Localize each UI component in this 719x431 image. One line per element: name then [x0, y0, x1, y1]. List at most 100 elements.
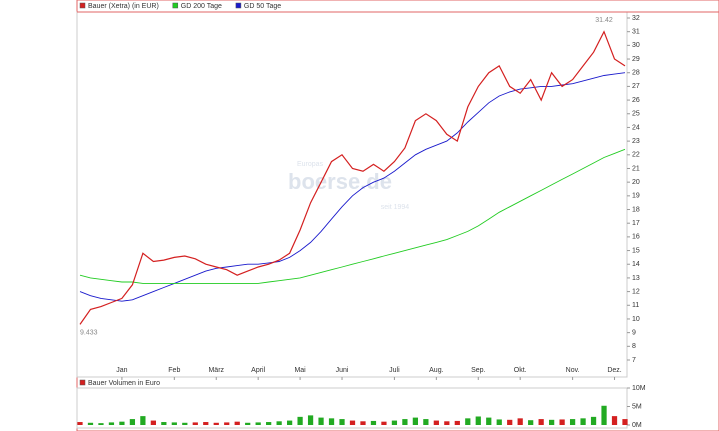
volume-bar [465, 418, 471, 425]
volume-bar [276, 421, 282, 425]
y-tick-label: 7 [632, 357, 636, 364]
volume-bar [171, 422, 177, 425]
y-tick-label: 17 [632, 220, 640, 227]
y-tick-label: 22 [632, 152, 640, 159]
y-tick-label: 31 [632, 29, 640, 36]
series-line [79, 148, 626, 284]
volume-bar [528, 420, 534, 425]
y-tick-label: 11 [632, 302, 639, 309]
low-label: 9.433 [80, 330, 98, 337]
x-tick-label: Sep. [471, 367, 485, 374]
volume-bar [391, 420, 398, 425]
volume-bar [601, 405, 607, 425]
volume-bar [475, 416, 481, 425]
volume-bar [517, 418, 523, 425]
y-tick-label: 12 [632, 288, 640, 295]
high-label: 31.42 [595, 17, 613, 24]
y-tick-label: 10 [632, 316, 640, 323]
volume-bar [370, 420, 377, 425]
volume-bar [486, 417, 492, 425]
y-tick-label: 16 [632, 234, 640, 241]
volume-bar [192, 422, 198, 425]
x-tick-label: Nov. [566, 367, 580, 374]
y-tick-label: 32 [632, 15, 640, 22]
volume-bar [622, 419, 628, 425]
y-tick-label: 10M [632, 385, 646, 392]
volume-bar [161, 422, 167, 425]
volume-bar [611, 416, 618, 425]
volume-bar [182, 422, 188, 425]
legend-swatch [79, 379, 86, 386]
volume-bar [119, 421, 125, 425]
x-tick-label: Aug. [429, 367, 443, 374]
legend-label: Bauer (Xetra) (in EUR) [88, 3, 159, 10]
volume-bar [454, 420, 460, 425]
y-tick-label: 14 [632, 261, 640, 268]
watermark: seit 1994 [381, 204, 410, 211]
volume-bar [328, 418, 335, 425]
volume-bar [496, 419, 502, 425]
y-tick-label: 24 [632, 124, 640, 131]
volume-bar [98, 423, 104, 425]
volume-bar [580, 418, 586, 425]
y-tick-label: 29 [632, 56, 640, 63]
x-tick-label: Juli [389, 367, 400, 374]
volume-bar [87, 422, 94, 425]
volume-bar [349, 420, 356, 425]
volume-bar [307, 415, 314, 425]
volume-bar [412, 417, 419, 425]
volume-bar [549, 419, 555, 425]
volume-bar [266, 422, 272, 425]
volume-bar [286, 420, 293, 425]
watermark: Europas [297, 161, 324, 168]
volume-bar [234, 421, 240, 425]
volume-bar [507, 419, 513, 425]
y-tick-label: 8 [632, 343, 636, 350]
x-tick-label: April [251, 367, 265, 374]
y-tick-label: 0M [632, 422, 642, 429]
price-plot [76, 11, 628, 378]
y-tick-label: 25 [632, 111, 640, 118]
x-tick-label: Feb [168, 367, 180, 374]
volume-bar [150, 420, 156, 425]
volume-bar [140, 416, 146, 425]
y-tick-label: 28 [632, 70, 640, 77]
y-tick-label: 27 [632, 83, 640, 90]
x-tick-label: März [208, 367, 224, 374]
volume-bar [224, 422, 230, 425]
x-tick-label: Okt. [514, 367, 527, 374]
y-tick-label: 5M [632, 403, 642, 410]
volume-plot [76, 387, 628, 429]
volume-bar [108, 422, 115, 425]
x-tick-label: Mai [294, 367, 306, 374]
volume-bar [339, 419, 345, 425]
legend-swatch [172, 2, 179, 9]
y-tick-label: 30 [632, 42, 640, 49]
volume-bar [423, 419, 429, 425]
volume-bar [213, 422, 219, 425]
y-tick-label: 23 [632, 138, 640, 145]
volume-bar [129, 419, 136, 425]
volume-bar [559, 419, 565, 425]
y-tick-label: 19 [632, 193, 640, 200]
volume-bar [245, 422, 251, 425]
x-tick-label: Jan [116, 367, 127, 374]
volume-bar [444, 421, 450, 425]
volume-bar [203, 422, 209, 425]
volume-bar [77, 422, 83, 425]
y-tick-label: 20 [632, 179, 640, 186]
x-tick-label: Juni [336, 367, 349, 374]
y-tick-label: 18 [632, 206, 640, 213]
legend-label: GD 200 Tage [181, 3, 222, 10]
y-tick-label: 13 [632, 275, 640, 282]
series-line [79, 30, 626, 325]
volume-bar [402, 419, 408, 425]
volume-bar [360, 421, 366, 425]
legend-swatch [79, 2, 86, 9]
y-tick-label: 9 [632, 329, 636, 336]
volume-bar [297, 416, 303, 425]
x-tick-label: Dez. [607, 367, 621, 374]
volume-bar [433, 420, 439, 425]
volume-bar [255, 422, 261, 425]
